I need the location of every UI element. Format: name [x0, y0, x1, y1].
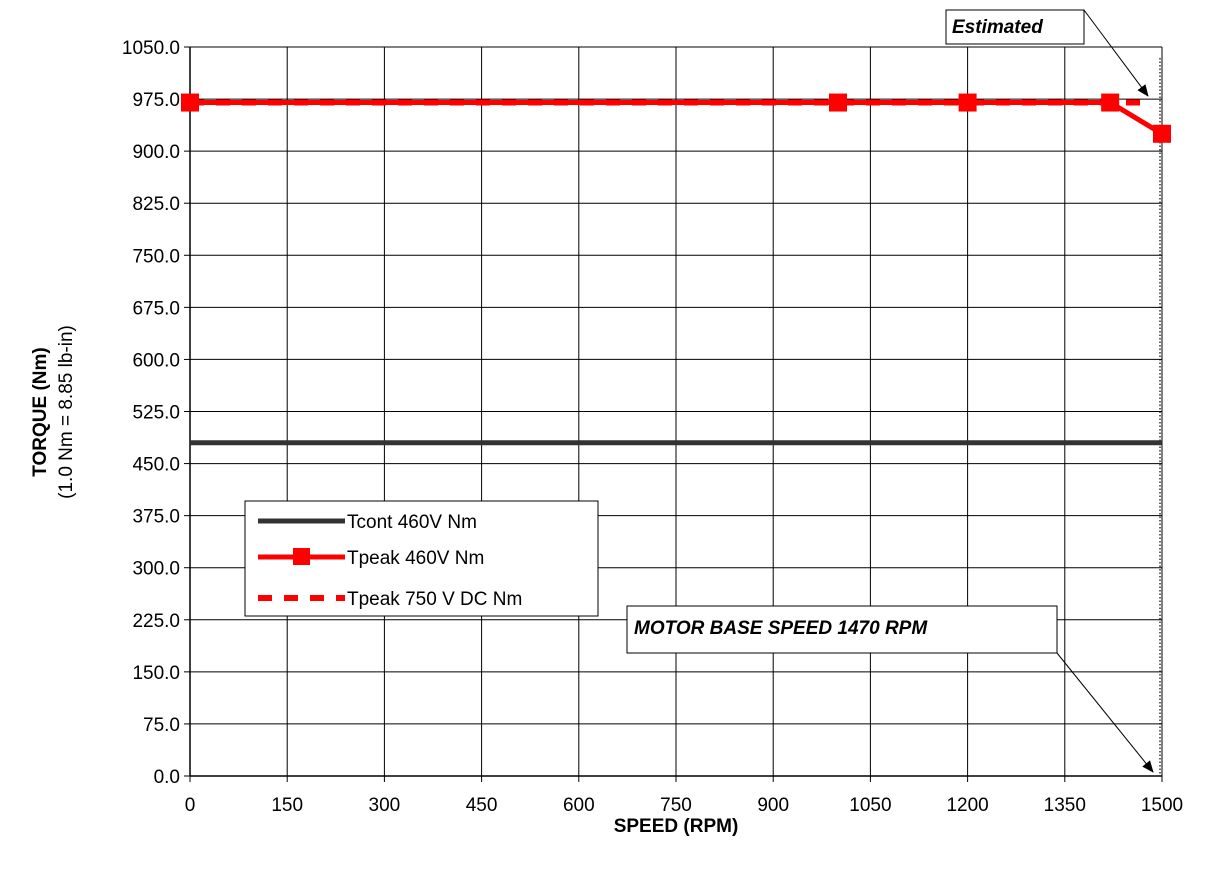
x-tick-label: 300 — [369, 795, 401, 816]
y-tick-label: 225.0 — [132, 611, 180, 632]
x-tick-label: 600 — [563, 795, 595, 816]
y-tick-label: 150.0 — [132, 663, 180, 684]
data-point-marker — [1153, 124, 1171, 143]
y-axis-subtitle: (1.0 Nm = 8.85 lb-in) — [56, 325, 77, 499]
y-tick-label: 375.0 — [132, 507, 180, 528]
y-tick-label: 300.0 — [132, 559, 180, 580]
y-tick-label: 75.0 — [143, 715, 180, 736]
legend-label-tpeak-750: Tpeak 750 V DC Nm — [347, 589, 522, 610]
x-tick-label: 1500 — [1141, 795, 1183, 816]
x-tick-label: 1350 — [1044, 795, 1086, 816]
legend: Tcont 460V Nm Tpeak 460V Nm Tpeak 750 V … — [244, 500, 599, 617]
annotation-base-speed-arrow — [1056, 652, 1154, 773]
y-tick-label: 900.0 — [132, 142, 180, 163]
y-axis-ticks: 0.0 75.0 150.0 225.0 300.0 375.0 450.0 525.0 600… — [122, 38, 190, 788]
data-point-marker — [829, 93, 847, 112]
x-tick-label: 750 — [660, 795, 692, 816]
y-tick-label: 600.0 — [132, 350, 180, 371]
x-tick-label: 1200 — [946, 795, 988, 816]
y-tick-label: 0.0 — [154, 767, 180, 788]
y-tick-label: 1050.0 — [122, 38, 180, 59]
y-tick-label: 675.0 — [132, 298, 180, 319]
annotation-estimated-arrow — [1083, 9, 1149, 97]
legend-marker-tpeak-460 — [293, 548, 310, 565]
x-axis-title: SPEED (RPM) — [614, 816, 739, 837]
x-tick-label: 0 — [185, 795, 196, 816]
x-axis-ticks: 0 150 300 450 600 750 900 1050 1200 1350 1500 — [185, 776, 1183, 816]
annotation-base-speed: MOTOR BASE SPEED 1470 RPM — [626, 605, 1154, 773]
annotation-base-speed-text: MOTOR BASE SPEED 1470 RPM — [634, 618, 928, 639]
x-tick-label: 900 — [757, 795, 789, 816]
y-tick-label: 525.0 — [132, 403, 180, 424]
y-axis-title: TORQUE (Nm) — [30, 347, 51, 476]
y-tick-label: 450.0 — [132, 455, 180, 476]
legend-label-tcont: Tcont 460V Nm — [347, 512, 477, 533]
annotation-estimated: Estimated — [945, 9, 1149, 97]
y-tick-label: 825.0 — [132, 194, 180, 215]
x-tick-label: 450 — [466, 795, 498, 816]
series-layer — [181, 58, 1171, 776]
x-tick-label: 1050 — [849, 795, 891, 816]
annotation-base-speed-box — [626, 605, 1058, 654]
y-tick-label: 750.0 — [132, 246, 180, 267]
legend-label-tpeak-460: Tpeak 460V Nm — [347, 548, 484, 569]
annotation-estimated-text: Estimated — [952, 17, 1043, 38]
y-tick-label: 975.0 — [132, 90, 180, 111]
annotation-estimated-box — [945, 9, 1085, 45]
x-tick-label: 150 — [271, 795, 303, 816]
data-point-marker — [958, 93, 977, 112]
